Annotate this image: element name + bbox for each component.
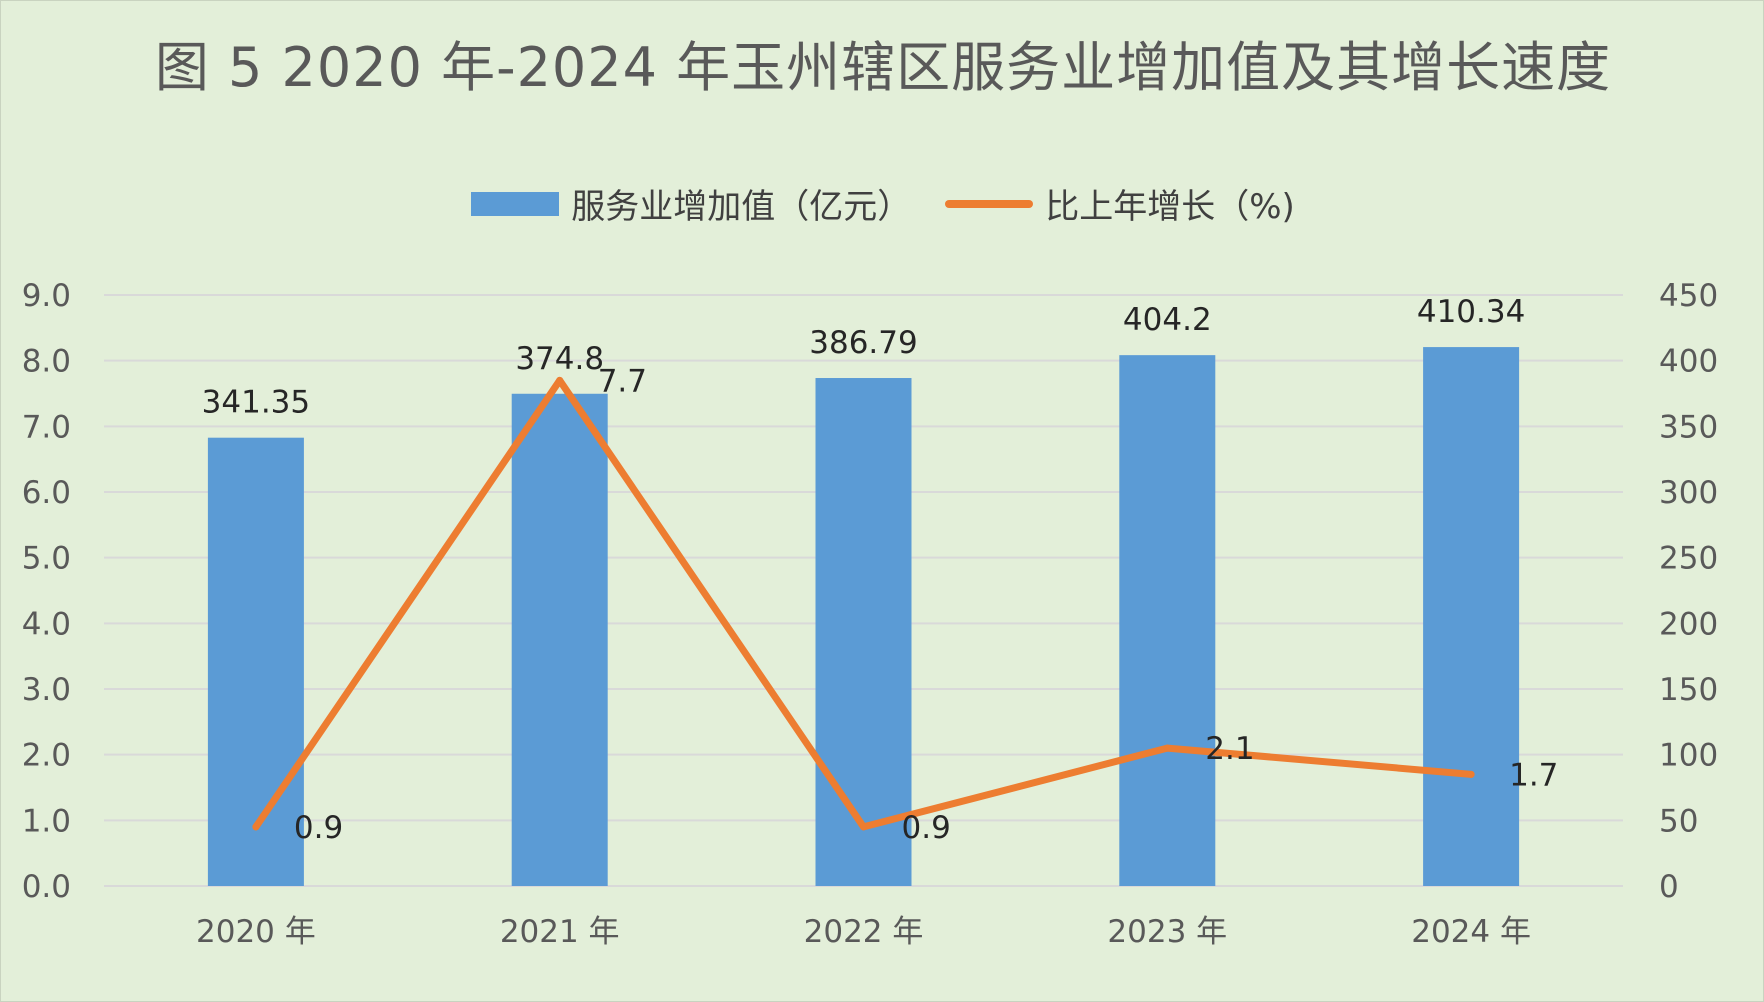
legend-swatch-line xyxy=(945,199,1034,208)
right-axis-tick-label: 450 xyxy=(1659,278,1718,314)
bar-data-label: 404.2 xyxy=(1123,302,1212,338)
line-data-label: 2.1 xyxy=(1205,731,1254,767)
x-axis-tick-label: 2024 年 xyxy=(1411,914,1531,950)
left-axis-tick-label: 1.0 xyxy=(22,803,71,839)
left-axis-tick-label: 6.0 xyxy=(22,475,71,511)
right-axis-tick-label: 150 xyxy=(1659,672,1718,708)
bar xyxy=(1119,355,1216,887)
legend-label-line: 比上年增长（%) xyxy=(1045,187,1295,227)
line-point xyxy=(252,823,260,831)
x-axis-tick-label: 2021 年 xyxy=(500,914,620,950)
left-axis-tick-label: 3.0 xyxy=(22,672,71,708)
bar xyxy=(815,378,912,886)
bar-data-label: 374.8 xyxy=(515,341,604,377)
bar-data-label: 410.34 xyxy=(1417,294,1525,330)
legend: 服务业增加值（亿元） 比上年增长（%) xyxy=(1,179,1764,228)
chart-title: 图 5 2020 年-2024 年玉州辖区服务业增加值及其增长速度 xyxy=(154,36,1612,99)
line-data-label: 7.7 xyxy=(598,363,647,399)
line-data-label: 1.7 xyxy=(1509,757,1558,793)
legend-swatch-bar xyxy=(471,191,560,216)
left-axis-tick-label: 2.0 xyxy=(22,738,71,774)
left-axis-tick-label: 0.0 xyxy=(22,869,71,905)
line-data-label: 0.9 xyxy=(294,810,343,846)
bar-data-label: 341.35 xyxy=(202,385,310,421)
line-point xyxy=(1467,770,1475,778)
bar xyxy=(207,437,304,886)
right-axis-tick-label: 200 xyxy=(1659,606,1718,642)
x-axis-tick-label: 2020 年 xyxy=(196,914,316,950)
left-axis-tick-label: 9.0 xyxy=(22,278,71,314)
bar xyxy=(511,393,608,886)
right-axis-tick-label: 300 xyxy=(1659,475,1718,511)
left-axis-tick-label: 7.0 xyxy=(22,409,71,445)
right-axis-tick-label: 50 xyxy=(1659,803,1698,839)
x-axis-tick-label: 2023 年 xyxy=(1107,914,1227,950)
x-axis-tick-label: 2022 年 xyxy=(804,914,924,950)
line-point xyxy=(1163,744,1171,752)
right-axis-tick-label: 0 xyxy=(1659,869,1679,905)
right-axis-tick-label: 400 xyxy=(1659,344,1718,380)
line-data-label: 0.9 xyxy=(902,810,951,846)
left-axis-tick-label: 4.0 xyxy=(22,606,71,642)
right-axis-tick-label: 100 xyxy=(1659,738,1718,774)
legend-entry-line: 比上年增长（%) xyxy=(945,179,1295,228)
right-axis-tick-label: 250 xyxy=(1659,541,1718,577)
line-point xyxy=(860,823,867,831)
line-point xyxy=(556,376,564,384)
legend-label-bar: 服务业增加值（亿元） xyxy=(571,187,912,227)
left-axis-tick-label: 5.0 xyxy=(22,541,71,577)
right-axis-tick-label: 350 xyxy=(1659,409,1718,445)
left-axis-tick-label: 8.0 xyxy=(22,344,71,380)
bar-data-label: 386.79 xyxy=(809,325,917,361)
legend-entry-bar: 服务业增加值（亿元） xyxy=(471,179,911,228)
bar xyxy=(1423,347,1520,886)
